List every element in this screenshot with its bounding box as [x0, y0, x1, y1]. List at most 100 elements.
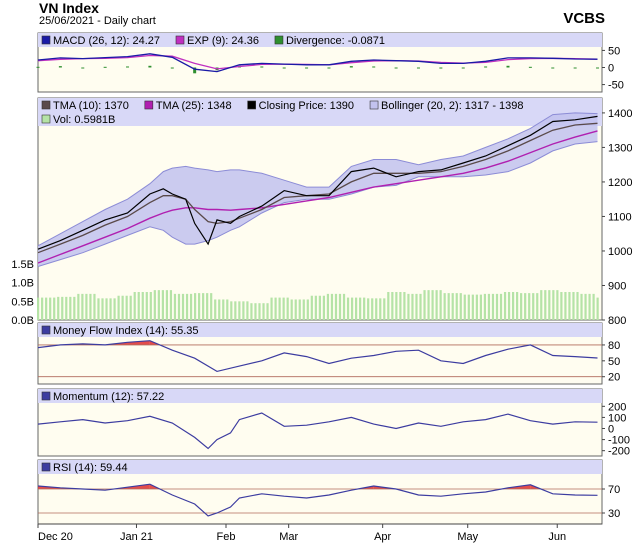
- volume-bar: [314, 295, 317, 320]
- price-axis-label: 1300: [608, 142, 632, 154]
- x-axis-label: Dec 20: [38, 531, 73, 543]
- chart-title: VN Index: [39, 0, 99, 16]
- volume-bar: [274, 297, 277, 320]
- volume-bar: [520, 293, 523, 320]
- volume-bar: [37, 297, 40, 320]
- price-axis-label: 800: [608, 315, 626, 327]
- divergence-bar: [193, 67, 197, 74]
- volume-bar: [379, 298, 382, 320]
- volume-bar: [475, 294, 478, 320]
- volume-bar: [298, 299, 301, 320]
- volume-bar: [137, 292, 140, 320]
- x-axis-label: Mar: [279, 531, 298, 543]
- volume-bar: [467, 294, 470, 320]
- divergence-bar: [282, 67, 286, 69]
- volume-bar: [346, 297, 350, 320]
- volume-bar: [121, 295, 124, 320]
- volume-bar: [359, 297, 362, 320]
- volume-bar: [57, 296, 60, 320]
- volume-bar: [367, 298, 370, 320]
- legend-label: Divergence: -0.0871: [286, 35, 385, 47]
- volume-axis-label: 0.0B: [11, 315, 34, 327]
- volume-bar: [330, 293, 334, 320]
- volume-bar: [540, 290, 543, 320]
- volume-bar: [415, 293, 418, 320]
- legend-swatch: [41, 391, 51, 401]
- volume-bar: [556, 290, 559, 320]
- mfi-axis-label: 50: [608, 356, 620, 368]
- volume-bar: [322, 295, 325, 320]
- volume-bar: [290, 299, 293, 320]
- volume-bar: [431, 290, 434, 320]
- volume-bar: [189, 293, 193, 320]
- mfi-axis-label: 80: [608, 340, 620, 352]
- divergence-bar: [305, 67, 309, 69]
- legend-label: MACD (26, 12): 24.27: [53, 35, 160, 47]
- mfi-axis-label: 20: [608, 372, 620, 384]
- volume-bar: [45, 297, 48, 320]
- volume-bar: [511, 292, 515, 320]
- volume-bar: [109, 298, 112, 320]
- volume-bar: [202, 293, 205, 320]
- volume-bar: [588, 293, 591, 320]
- macd-axis-label: -50: [608, 80, 624, 92]
- volume-bar: [242, 301, 245, 320]
- rsi-line: [37, 483, 598, 517]
- divergence-bar: [349, 66, 353, 68]
- divergence-bar: [36, 66, 40, 68]
- volume-bar: [149, 292, 152, 320]
- mfi-overbought-area: [127, 340, 150, 345]
- volume-axis-label: 1.0B: [11, 278, 34, 290]
- volume-bar: [226, 299, 229, 320]
- volume-bar: [210, 293, 213, 320]
- volume-bar: [181, 293, 185, 320]
- volume-bar: [383, 298, 386, 320]
- volume-bar: [532, 293, 535, 320]
- volume-bar: [234, 301, 237, 320]
- volume-bar: [141, 292, 144, 320]
- momentum-line: [37, 412, 598, 450]
- volume-bar: [491, 293, 495, 320]
- volume-bar: [61, 296, 64, 320]
- legend-label: EXP (9): 24.36: [187, 35, 259, 47]
- volume-bar: [391, 292, 394, 320]
- volume-bar: [596, 297, 599, 320]
- volume-bar: [495, 293, 499, 320]
- volume-bar: [89, 293, 92, 320]
- legend-swatch: [274, 35, 284, 45]
- price-axis-label: 1200: [608, 177, 632, 189]
- legend-label: Momentum (12): 57.22: [53, 391, 164, 403]
- volume-bar: [198, 293, 201, 320]
- volume-bar: [447, 293, 450, 320]
- volume-bar: [584, 293, 587, 320]
- volume-bar: [230, 301, 233, 320]
- divergence-bar: [260, 66, 264, 68]
- volume-bar: [387, 292, 390, 320]
- divergence-bar: [596, 67, 600, 69]
- volume-bar: [286, 297, 289, 320]
- volume-bar: [503, 292, 507, 320]
- volume-bar: [173, 293, 177, 320]
- volume-bar: [258, 303, 261, 320]
- divergence-bar: [439, 67, 443, 69]
- divergence-bar: [573, 67, 577, 69]
- divergence-bar: [81, 67, 85, 69]
- volume-bar: [218, 299, 221, 320]
- volume-bar: [81, 293, 84, 320]
- x-axis-label: Apr: [374, 531, 391, 543]
- divergence-bar: [484, 66, 488, 68]
- volume-bar: [254, 303, 257, 320]
- volume-bar: [451, 293, 454, 320]
- volume-bar: [310, 295, 313, 320]
- legend-swatch: [369, 100, 379, 110]
- volume-bar: [125, 295, 128, 320]
- volume-bar: [53, 297, 56, 320]
- divergence-bar: [148, 65, 152, 68]
- legend-label: Closing Price: 1390: [259, 100, 354, 112]
- volume-bar: [463, 294, 466, 320]
- volume-bar: [580, 293, 583, 320]
- bollinger-upper-line: [37, 112, 598, 247]
- volume-bar: [41, 297, 44, 320]
- volume-bar: [206, 293, 209, 320]
